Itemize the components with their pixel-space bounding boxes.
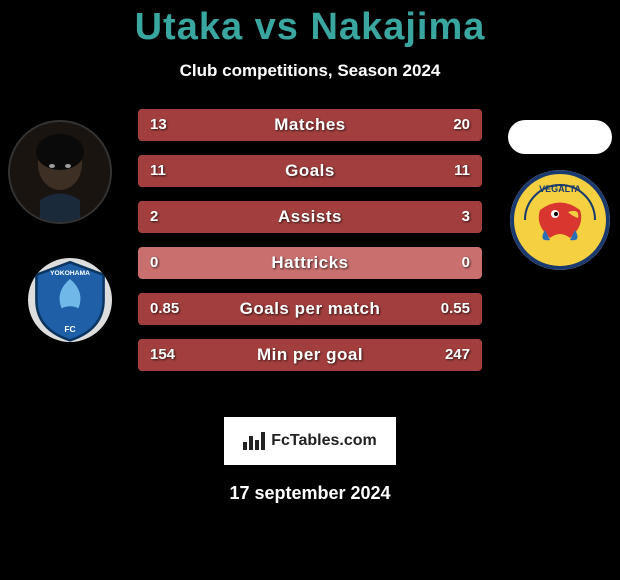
stat-row: 1320Matches: [138, 109, 482, 141]
source-label: FcTables.com: [271, 432, 377, 450]
stat-label: Goals: [138, 155, 482, 187]
stat-row: 23Assists: [138, 201, 482, 233]
stat-label: Goals per match: [138, 293, 482, 325]
stat-row: 154247Min per goal: [138, 339, 482, 371]
source-badge: FcTables.com: [224, 417, 396, 465]
stat-row: 1111Goals: [138, 155, 482, 187]
stat-label: Min per goal: [138, 339, 482, 371]
stat-row: 00Hattricks: [138, 247, 482, 279]
stat-label: Hattricks: [138, 247, 482, 279]
chart-icon: [243, 432, 265, 450]
comparison-title: Utaka vs Nakajima: [0, 0, 620, 49]
stat-row: 0.850.55Goals per match: [138, 293, 482, 325]
comparison-subtitle: Club competitions, Season 2024: [0, 61, 620, 81]
comparison-date: 17 september 2024: [0, 483, 620, 504]
stat-label: Matches: [138, 109, 482, 141]
stat-bars-container: 1320Matches 1111Goals 23Assists 00Hattricks…: [138, 109, 482, 371]
stat-label: Assists: [138, 201, 482, 233]
